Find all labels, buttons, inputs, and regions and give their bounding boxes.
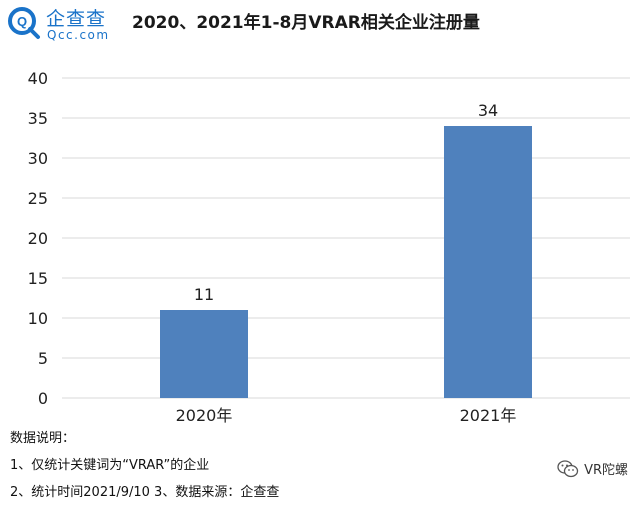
- brand-logo-icon: Q: [8, 7, 40, 39]
- notes-line-2: 2、统计时间2021/9/10 3、数据来源：企查查: [10, 485, 280, 500]
- notes-heading: 数据说明：: [10, 431, 76, 446]
- y-tick-label: 15: [28, 269, 48, 288]
- y-tick-label: 35: [28, 109, 48, 128]
- watermark-text: VR陀螺: [584, 463, 628, 478]
- data-label: 11: [194, 285, 214, 304]
- y-tick-label: 10: [28, 309, 48, 328]
- brand-domain: Qcc.com: [47, 28, 110, 42]
- y-tick-label: 40: [28, 69, 48, 88]
- x-tick-label: 2021年: [460, 406, 517, 425]
- y-tick-label: 25: [28, 189, 48, 208]
- watermark: VR陀螺: [557, 459, 628, 478]
- chart-title: 2020、2021年1-8月VRAR相关企业注册量: [132, 13, 480, 33]
- bar-chart: 0 5 10 15 20 25 30 35 40 11 2020年 34 2021年: [28, 69, 630, 425]
- y-tick-label: 30: [28, 149, 48, 168]
- bar: [444, 126, 532, 398]
- y-tick-label: 20: [28, 229, 48, 248]
- svg-text:Q: Q: [17, 14, 27, 29]
- y-tick-label: 0: [38, 389, 48, 408]
- notes-line-1: 1、仅统计关键词为“VRAR”的企业: [10, 458, 210, 473]
- data-notes: 数据说明： 1、仅统计关键词为“VRAR”的企业 2、统计时间2021/9/10…: [10, 425, 279, 506]
- wechat-icon: [557, 459, 579, 477]
- y-tick-label: 5: [38, 349, 48, 368]
- header: Q 企查查 Qcc.com 2020、2021年1-8月VRAR相关企业注册量: [0, 0, 640, 48]
- x-tick-label: 2020年: [176, 406, 233, 425]
- brand-name: 企查查: [46, 8, 107, 30]
- bar: [160, 310, 248, 398]
- data-label: 34: [478, 101, 498, 120]
